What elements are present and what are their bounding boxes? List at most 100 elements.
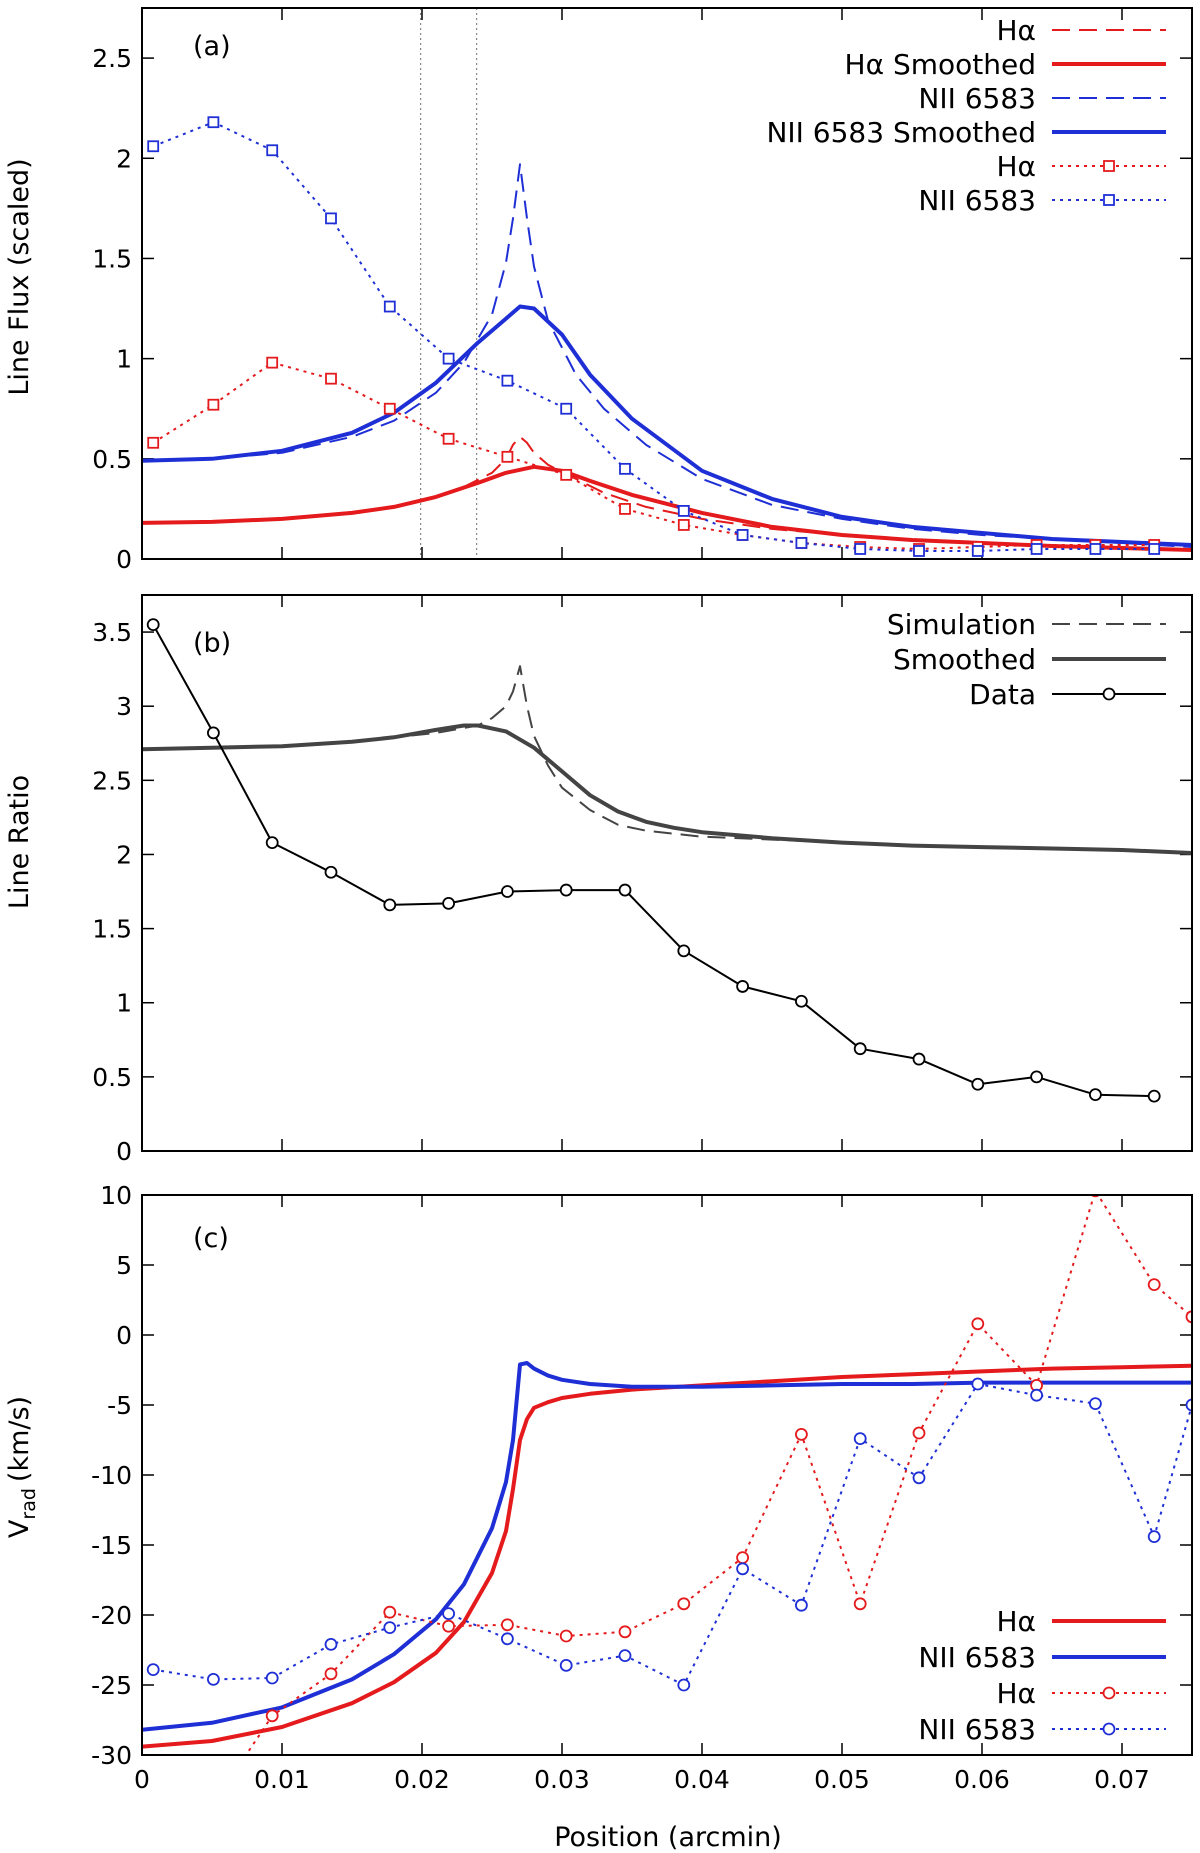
data-point-circle xyxy=(265,836,279,850)
panel-b: (b) Line Ratio 0 0.5 1 1.5 2 2.5 3 3.5 Simulatio… xyxy=(4,594,1193,1166)
series-line-h- xyxy=(142,435,1192,551)
data-point-circle xyxy=(324,865,338,879)
y-tick-label: 10 xyxy=(100,1181,132,1210)
data-point-circle xyxy=(206,726,220,740)
y-tick-label: 0.5 xyxy=(92,1063,132,1092)
data-point-circle xyxy=(265,1671,279,1685)
data-point-circle xyxy=(912,1426,926,1440)
series-group xyxy=(142,116,1192,557)
legend-label: Simulation xyxy=(887,608,1036,641)
series-line-smoothed xyxy=(142,723,1192,855)
y-tick-label: 1 xyxy=(116,989,132,1018)
data-point-square xyxy=(854,543,867,555)
data-point-circle xyxy=(559,1659,573,1672)
data-point-square xyxy=(795,537,808,549)
x-tick-label: 0.04 xyxy=(674,1765,730,1794)
data-point-circle xyxy=(324,1638,338,1651)
series-line-nii-6583 xyxy=(142,1361,1192,1732)
y-tick-label: 1 xyxy=(116,345,132,374)
data-point-circle xyxy=(736,980,749,993)
x-tick-label: 0.03 xyxy=(534,1765,590,1794)
data-point-square xyxy=(619,503,631,515)
panel-c-y-axis-label: Vrad (km/s) xyxy=(4,1396,40,1538)
data-point-circle xyxy=(1030,1070,1043,1084)
y-tick-label: 0 xyxy=(116,1321,132,1350)
legend-label: Hα xyxy=(996,1677,1036,1710)
data-point-square xyxy=(736,529,749,541)
data-point-circle xyxy=(500,885,514,898)
data-point-circle xyxy=(736,1562,749,1576)
data-point-circle xyxy=(853,1432,867,1445)
data-point-circle xyxy=(618,1649,632,1662)
data-point-square xyxy=(971,545,984,557)
data-point-circle xyxy=(383,1621,397,1634)
data-point-square xyxy=(560,402,573,415)
y-tick-label: -20 xyxy=(91,1601,132,1630)
legend-label: Hα xyxy=(996,14,1036,47)
data-point-circle xyxy=(442,896,456,910)
data-point-circle xyxy=(853,1597,867,1611)
y-tick-label: 5 xyxy=(116,1251,132,1280)
data-point-circle xyxy=(1089,1088,1102,1102)
legend-label: NII 6583 xyxy=(918,1713,1036,1746)
data-point-square xyxy=(560,468,573,481)
data-point-circle xyxy=(1185,1310,1192,1324)
x-tick-label: 0.05 xyxy=(814,1765,870,1794)
legend-label: NII 6583 xyxy=(918,184,1036,217)
data-point-circle xyxy=(559,1629,573,1643)
data-point-circle xyxy=(383,1605,397,1619)
legend-swatch-marker xyxy=(1102,1722,1116,1736)
data-point-square xyxy=(501,374,514,387)
data-point-circle xyxy=(971,1077,985,1091)
data-point-circle xyxy=(677,1597,691,1611)
data-point-square xyxy=(266,144,279,157)
y-tick-label: 2 xyxy=(116,840,132,869)
legend-swatch-marker xyxy=(1102,1686,1116,1700)
data-point-circle xyxy=(677,944,691,958)
data-point-square xyxy=(1089,543,1102,555)
panel-a: (a) Line Flux (scaled) 00.511.522.5HαHα … xyxy=(4,7,1193,574)
panel-b-y-axis-label: Line Ratio xyxy=(4,775,35,909)
data-point-circle xyxy=(442,1619,456,1633)
panel-c-y-axis-label-main: V xyxy=(4,1519,35,1538)
x-axis-label: Position (arcmin) xyxy=(554,1822,782,1853)
series-line-h- xyxy=(244,1195,1192,1755)
x-tick-label: 0.06 xyxy=(954,1765,1010,1794)
plot-frame xyxy=(141,1194,1193,1756)
data-point-circle xyxy=(383,898,397,912)
data-point-square xyxy=(147,436,160,449)
data-point-circle xyxy=(677,1678,691,1692)
data-point-circle xyxy=(146,618,160,632)
series-line-nii-6583-smoothed xyxy=(142,304,1192,547)
data-point-circle xyxy=(618,1625,632,1639)
series-line-h-smoothed xyxy=(142,464,1192,552)
data-point-square xyxy=(325,372,337,385)
data-point-circle xyxy=(559,883,573,897)
y-tick-label: -30 xyxy=(91,1741,132,1770)
data-point-circle xyxy=(795,994,808,1008)
series-line-nii-6583 xyxy=(142,163,1192,548)
panel-c: (c) Vrad (km/s) -30 -25 -20 -15 -10 -5 0 5 10 0 0.0… xyxy=(4,1181,1193,1794)
panel-b-tag: (b) xyxy=(193,628,231,659)
legend-label: NII 6583 xyxy=(918,1641,1036,1674)
y-tick-label: -25 xyxy=(91,1671,132,1700)
data-point-circle xyxy=(795,1598,808,1612)
legend-label: Hα xyxy=(996,1605,1036,1638)
series-line-simulation xyxy=(142,665,1192,854)
legend-swatch-marker xyxy=(1102,687,1116,701)
legend-swatch-marker xyxy=(1103,194,1115,206)
panel-a-tag: (a) xyxy=(193,31,231,62)
data-point-circle xyxy=(146,1663,160,1676)
y-tick-label: 1.5 xyxy=(92,244,132,273)
y-tick-label: 0.5 xyxy=(92,445,132,474)
data-point-square xyxy=(677,519,690,531)
data-point-square xyxy=(207,398,220,411)
data-point-circle xyxy=(971,1377,985,1391)
data-point-square xyxy=(266,356,279,369)
y-tick-label: -5 xyxy=(107,1391,132,1420)
panel-a-y-axis-label: Line Flux (scaled) xyxy=(4,158,35,395)
data-point-square xyxy=(913,545,925,557)
